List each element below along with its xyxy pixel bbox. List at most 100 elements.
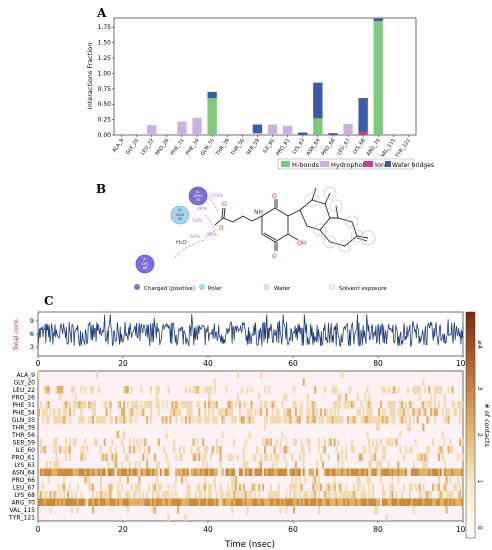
heatmap-cell [95,498,98,506]
heatmap-cell [99,483,102,491]
heatmap-cell [360,468,363,476]
heatmap-cell [267,386,270,394]
heatmap-cell [167,498,170,506]
heatmap-cell [379,401,382,409]
heatmap-cell [132,468,135,476]
heatmap-cell [428,416,431,424]
heatmap-cell [244,438,247,446]
heatmap-cell [179,453,182,461]
heatmap-cell [414,408,417,416]
heatmap-cell [275,461,278,469]
heatmap-cell [41,498,44,506]
heatmap-cell [312,408,315,416]
heatmap-cell [244,491,247,499]
heatmap-cell [244,498,247,506]
panel-a-letter: A [96,6,107,20]
heatmap-cell [250,468,253,476]
heatmap-cell [283,498,286,506]
heatmap-cell [406,498,410,506]
legend-hydrophobic-swatch [320,161,329,167]
heatmap-cell [66,468,70,476]
heatmap-cell [130,468,133,476]
heatmap-cell [196,438,199,446]
heatmap-cell [370,498,373,506]
heatmap-cell [393,408,396,416]
heatmap-cell [49,506,52,514]
heatmap-cell [265,453,268,461]
heatmap-cell [461,438,464,446]
heatmap-cell [341,468,344,476]
heatmap-cell [159,483,162,491]
heatmap-cell [426,498,429,506]
heatmap-cell [302,453,305,461]
heatmap-cell [291,476,294,484]
heatmap-cell [399,401,402,409]
heatmap-cell [121,461,124,469]
heatmap-cell [412,416,415,424]
heatmap-cell [194,468,197,476]
heatmap-cell [459,408,462,416]
heatmap-cell [59,386,62,394]
heatmap-cell [238,468,241,476]
residue-row-label: PRO_26 [12,395,35,402]
heatmap-cell [374,506,377,514]
heatmap-cell [337,498,340,506]
heatmap-cell [408,483,411,491]
heatmap-cell [95,468,98,476]
heatmap-cell [403,453,406,461]
heatmap-cell [238,491,241,499]
heatmap-cell [408,446,411,454]
heatmap-cell [312,401,315,409]
heatmap-cell [262,498,265,506]
heatmap-cell [208,408,211,416]
heatmap-cell [279,446,282,454]
heatmap-cell [221,408,224,416]
heatmap-cell [418,498,421,506]
heatmap-cell [38,498,41,506]
xtick-label: PRO_26 [155,138,171,157]
heatmap-cell [320,408,323,416]
heatmap-cell [213,378,216,386]
residue-row-label: SER_59 [13,440,36,447]
heatmap-cell [385,468,388,476]
heatmap-cell [184,416,187,424]
heatmap-cell [461,468,464,476]
heatmap-cell [432,498,435,506]
heatmap-cell [406,423,410,431]
heatmap-cell [70,386,73,394]
heatmap-cell [153,483,156,491]
heatmap-cell [437,476,440,484]
ytick-label: 1.50 [98,40,112,47]
heatmap-cell [82,498,85,506]
heatmap-cell [381,491,384,499]
heatmap-cell [231,476,234,484]
heatmap-cell [59,416,62,424]
heatmap-cell [391,468,394,476]
colorbar-tick-label: 2 [476,433,483,437]
heatmap-cell [252,453,255,461]
heatmap-cell [206,416,209,424]
heatmap-cell [432,408,435,416]
heatmap-cell [190,408,193,416]
heatmap-cell [202,461,205,469]
heatmap-cell [94,408,97,416]
heatmap-cell [51,498,54,506]
residue-row-label: LEU_22 [13,387,35,394]
heatmap-cell [80,386,83,394]
heatmap-cell [88,468,91,476]
heatmap-cell [401,498,404,506]
heatmap-cell [217,446,220,454]
heatmap-cell [128,408,131,416]
heatmap-cell [329,498,332,506]
heatmap-cell [159,498,162,506]
heatmap-cell [314,416,317,424]
heatmap-cell [252,498,255,506]
heatmap-cell [57,468,60,476]
heatmap-cell [335,446,338,454]
heatmap-cell [358,498,361,506]
heatmap-cell [335,386,338,394]
heatmap-cell [219,483,222,491]
heatmap-cell [211,498,214,506]
heatmap-cell [103,401,106,409]
heatmap-cell [59,446,62,454]
